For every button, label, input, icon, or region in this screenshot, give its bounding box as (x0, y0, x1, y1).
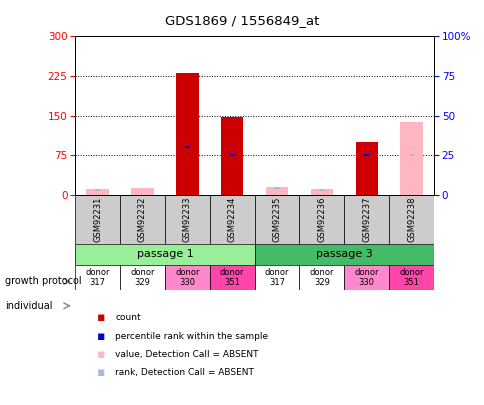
Bar (86, 190, 108, 195)
Bar (344, 265, 388, 290)
Text: donor
329: donor 329 (130, 268, 154, 287)
Bar (176, 73, 198, 195)
Text: GSM92235: GSM92235 (272, 196, 281, 242)
Bar (388, 195, 433, 244)
Bar (209, 265, 254, 290)
Text: GSM92233: GSM92233 (182, 196, 192, 242)
Text: donor
329: donor 329 (309, 268, 333, 287)
Bar (265, 187, 287, 195)
Bar (310, 190, 333, 195)
Text: count: count (115, 313, 141, 322)
Text: donor
317: donor 317 (85, 268, 110, 287)
Bar (165, 195, 209, 244)
Bar (75, 265, 120, 290)
Bar (355, 142, 377, 195)
Bar (344, 195, 388, 244)
Text: percentile rank within the sample: percentile rank within the sample (115, 332, 268, 341)
Bar (75, 195, 120, 244)
Text: rank, Detection Call = ABSENT: rank, Detection Call = ABSENT (115, 368, 254, 377)
Bar (95, 189, 100, 191)
Bar (184, 146, 190, 148)
Bar (229, 154, 234, 156)
Text: GSM92231: GSM92231 (93, 196, 102, 242)
Text: ▪: ▪ (97, 330, 106, 343)
Bar (254, 195, 299, 244)
Text: donor
330: donor 330 (175, 268, 199, 287)
Text: GSM92238: GSM92238 (406, 196, 415, 242)
Bar (221, 117, 243, 195)
Bar (120, 265, 165, 290)
Text: ▪: ▪ (97, 311, 106, 324)
Bar (209, 195, 254, 244)
Bar (388, 265, 433, 290)
Text: donor
351: donor 351 (219, 268, 244, 287)
Text: individual: individual (5, 301, 52, 311)
Bar (75, 244, 254, 265)
Bar (299, 265, 344, 290)
Text: ▪: ▪ (97, 348, 106, 361)
Text: donor
351: donor 351 (398, 268, 423, 287)
Text: growth protocol: growth protocol (5, 277, 81, 286)
Text: GSM92236: GSM92236 (317, 196, 326, 242)
Bar (408, 154, 413, 156)
Bar (254, 265, 299, 290)
Text: passage 1: passage 1 (136, 249, 193, 260)
Bar (120, 195, 165, 244)
Bar (400, 122, 422, 195)
Bar (408, 154, 413, 156)
Text: value, Detection Call = ABSENT: value, Detection Call = ABSENT (115, 350, 258, 359)
Bar (363, 154, 369, 156)
Bar (254, 244, 433, 265)
Text: donor
330: donor 330 (354, 268, 378, 287)
Text: GSM92234: GSM92234 (227, 196, 236, 242)
Text: GDS1869 / 1556849_at: GDS1869 / 1556849_at (165, 14, 319, 27)
Text: ▪: ▪ (97, 366, 106, 379)
Bar (299, 195, 344, 244)
Bar (318, 189, 324, 191)
Bar (274, 187, 279, 190)
Bar (131, 188, 153, 195)
Text: passage 3: passage 3 (315, 249, 372, 260)
Text: GSM92232: GSM92232 (137, 196, 147, 242)
Text: donor
317: donor 317 (264, 268, 289, 287)
Text: GSM92237: GSM92237 (362, 196, 371, 242)
Bar (165, 265, 209, 290)
